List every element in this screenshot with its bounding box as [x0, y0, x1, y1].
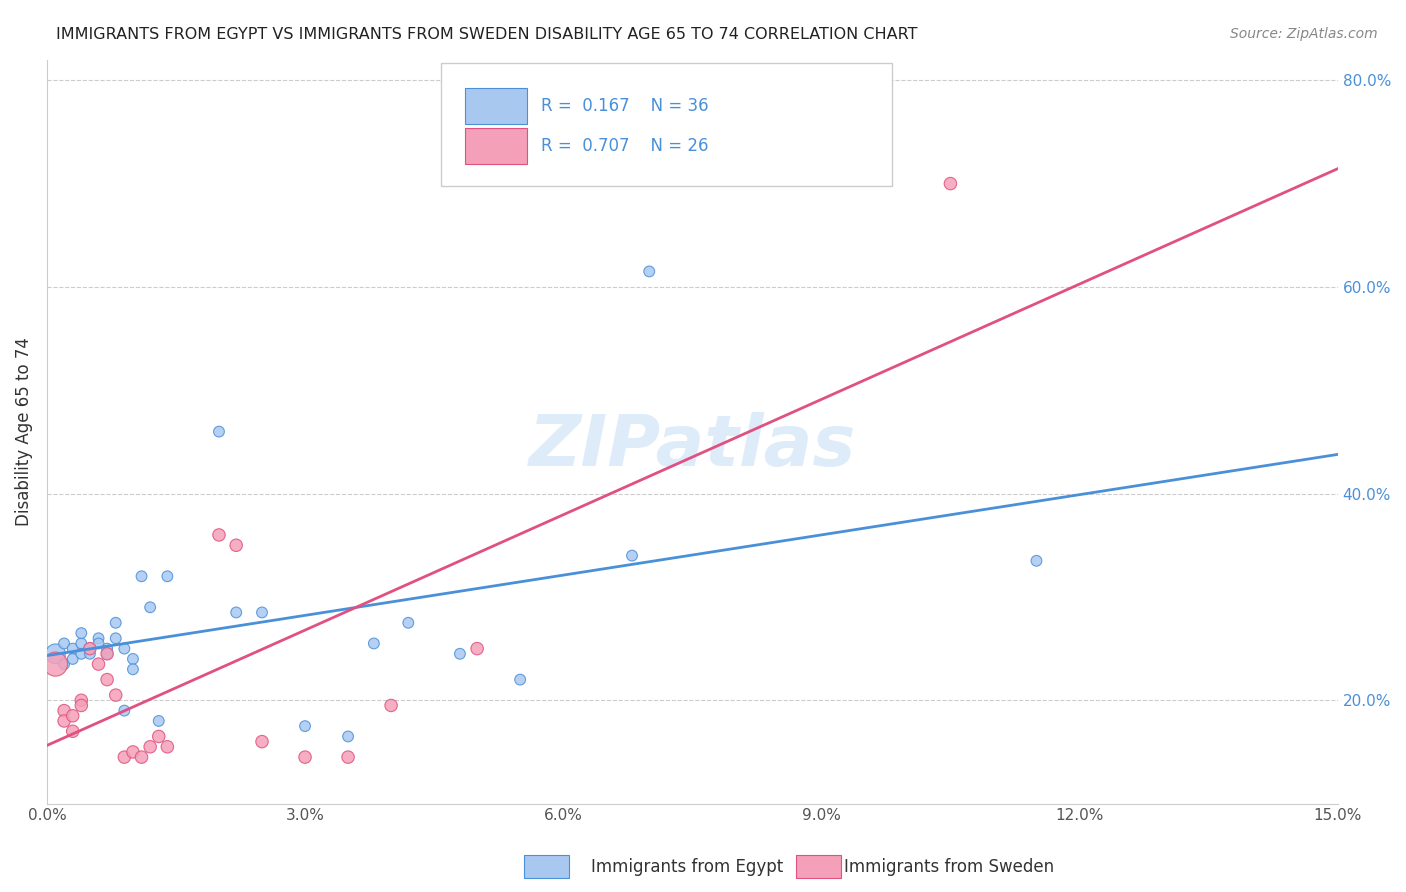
Point — [104, 632, 127, 646]
FancyBboxPatch shape — [465, 88, 527, 124]
Point — [139, 739, 162, 754]
Point — [53, 657, 76, 672]
Text: Immigrants from Egypt: Immigrants from Egypt — [591, 858, 783, 876]
Point — [225, 606, 247, 620]
FancyBboxPatch shape — [465, 128, 527, 164]
Text: Immigrants from Sweden: Immigrants from Sweden — [844, 858, 1053, 876]
Point — [294, 750, 316, 764]
Point — [131, 750, 153, 764]
Point — [131, 569, 153, 583]
Point — [79, 641, 101, 656]
Point — [79, 647, 101, 661]
Point — [1025, 554, 1047, 568]
Point — [112, 750, 135, 764]
Text: ZIPatlas: ZIPatlas — [529, 412, 856, 481]
Point — [465, 641, 488, 656]
Point — [148, 730, 170, 744]
Point — [70, 693, 93, 707]
Point — [156, 739, 179, 754]
Point — [208, 528, 231, 542]
Point — [87, 636, 110, 650]
Point — [96, 673, 118, 687]
Point — [79, 641, 101, 656]
Point — [96, 647, 118, 661]
Point — [70, 698, 93, 713]
Text: R =  0.707    N = 26: R = 0.707 N = 26 — [541, 136, 709, 155]
Point — [380, 698, 402, 713]
Point — [122, 662, 145, 676]
FancyBboxPatch shape — [524, 855, 569, 878]
Point — [621, 549, 644, 563]
Point — [225, 538, 247, 552]
Text: R =  0.167    N = 36: R = 0.167 N = 36 — [541, 96, 709, 115]
Point — [294, 719, 316, 733]
Point — [96, 647, 118, 661]
Point — [449, 647, 471, 661]
Text: Source: ZipAtlas.com: Source: ZipAtlas.com — [1230, 27, 1378, 41]
Point — [70, 626, 93, 640]
Point — [62, 652, 84, 666]
Point — [208, 425, 231, 439]
Point — [112, 704, 135, 718]
Point — [70, 647, 93, 661]
Point — [96, 641, 118, 656]
Point — [139, 600, 162, 615]
Point — [104, 615, 127, 630]
Point — [337, 730, 360, 744]
Point — [53, 714, 76, 728]
Y-axis label: Disability Age 65 to 74: Disability Age 65 to 74 — [15, 337, 32, 526]
Point — [87, 657, 110, 672]
Point — [53, 704, 76, 718]
Point — [62, 641, 84, 656]
Point — [44, 657, 66, 672]
Point — [112, 641, 135, 656]
Point — [363, 636, 385, 650]
Point — [62, 724, 84, 739]
FancyBboxPatch shape — [440, 63, 893, 186]
Point — [148, 714, 170, 728]
Point — [53, 636, 76, 650]
Point — [337, 750, 360, 764]
Point — [250, 734, 273, 748]
Point — [638, 264, 661, 278]
Point — [122, 745, 145, 759]
FancyBboxPatch shape — [796, 855, 841, 878]
Point — [104, 688, 127, 702]
Point — [250, 606, 273, 620]
Point — [70, 636, 93, 650]
Point — [156, 569, 179, 583]
Point — [44, 647, 66, 661]
Point — [87, 632, 110, 646]
Point — [509, 673, 531, 687]
Point — [62, 708, 84, 723]
Point — [939, 177, 962, 191]
Point — [122, 652, 145, 666]
Text: IMMIGRANTS FROM EGYPT VS IMMIGRANTS FROM SWEDEN DISABILITY AGE 65 TO 74 CORRELAT: IMMIGRANTS FROM EGYPT VS IMMIGRANTS FROM… — [56, 27, 918, 42]
Point — [396, 615, 419, 630]
